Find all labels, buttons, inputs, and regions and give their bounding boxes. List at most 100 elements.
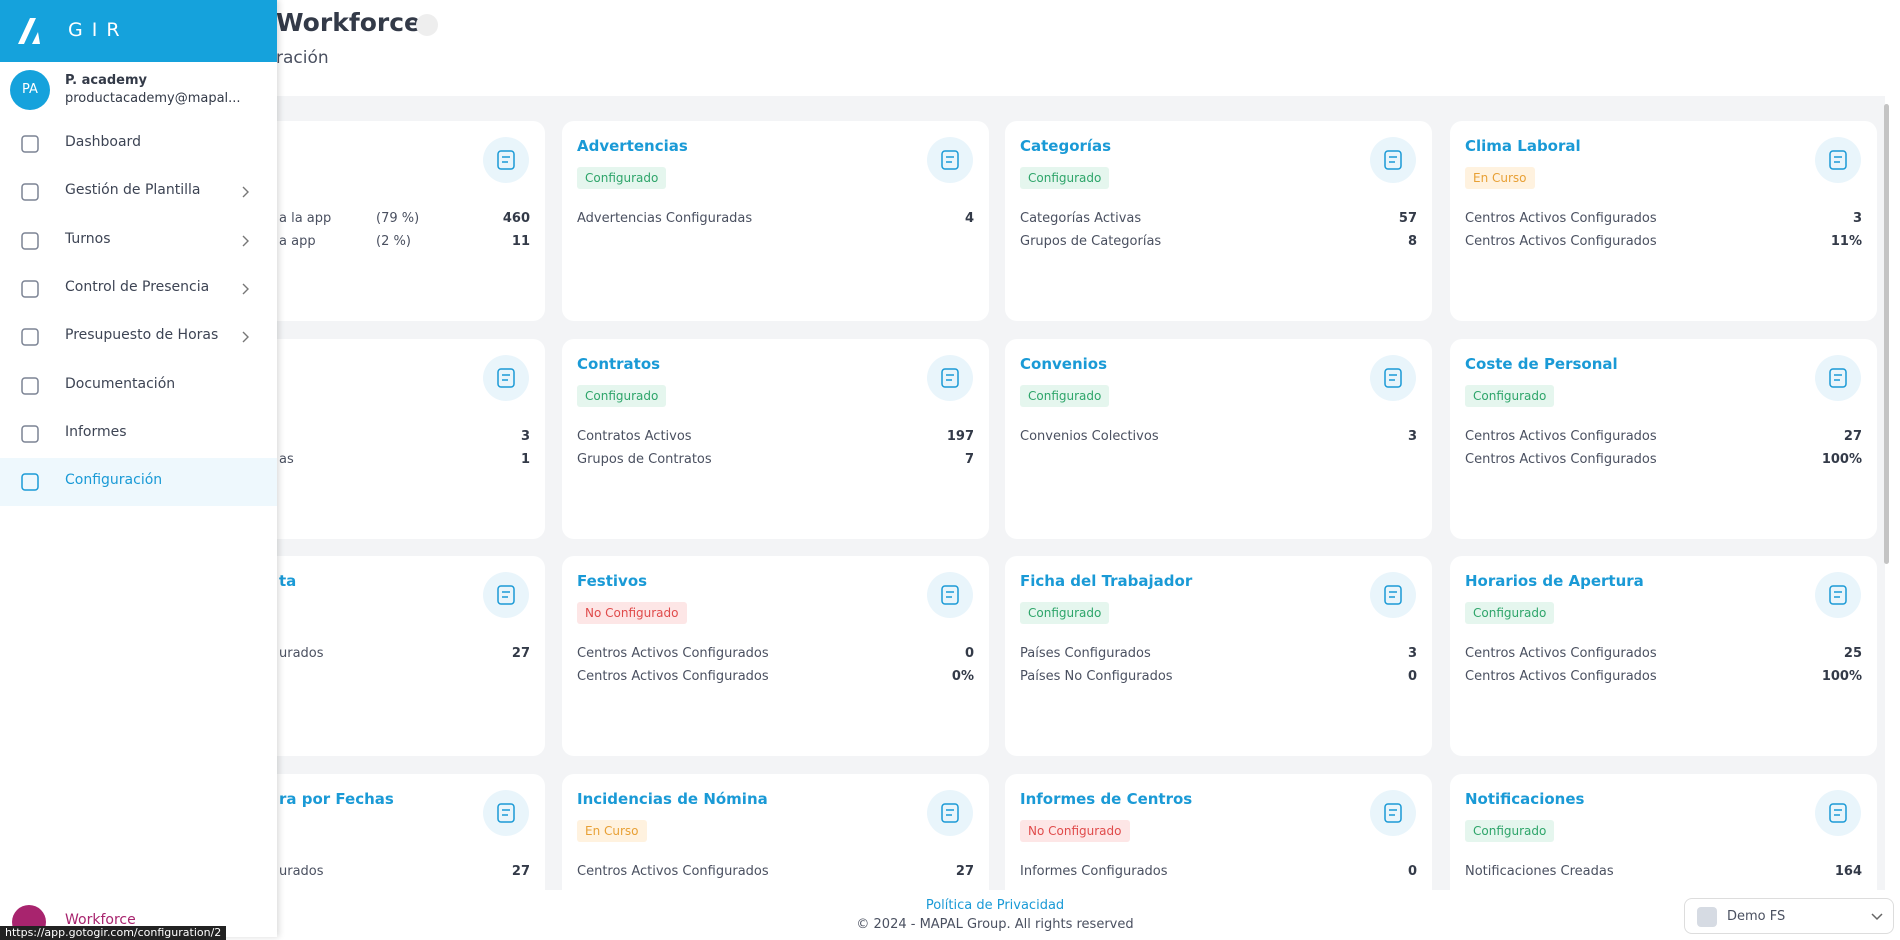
menu-item[interactable]: Informes (0, 410, 277, 458)
menu-item[interactable]: Turnos (0, 217, 277, 265)
card-icon (1815, 137, 1861, 183)
menu-item[interactable]: Gestión de Plantilla (0, 168, 277, 216)
card-title: Contratos (577, 355, 661, 373)
row-label: Centros Activos Configurados (1465, 211, 1657, 226)
card[interactable]: Incidencias de Nómina En Curso Centros Act… (562, 774, 989, 890)
card-row: Centros Activos Configurados 3 (1465, 211, 1862, 229)
status-badge: En Curso (577, 820, 647, 842)
row-label: urados (279, 646, 324, 661)
status-badge: Configurado (577, 385, 667, 407)
scrollbar[interactable] (1884, 104, 1889, 564)
card-row: Notificaciones Creadas 164 (1465, 864, 1862, 882)
logo (18, 18, 40, 44)
icon-glyph (941, 368, 959, 388)
status-badge: No Configurado (577, 602, 687, 624)
user-email: productacademy@mapal... (65, 91, 241, 106)
icon (21, 376, 39, 395)
icon (21, 231, 39, 250)
status-badge: Configurado (1020, 385, 1110, 407)
account-selector[interactable]: Demo FS (1684, 898, 1894, 934)
menu-item[interactable]: Control de Presencia (0, 265, 277, 313)
status-url: https://app.gotogir.com/configuration/2 (0, 926, 227, 940)
card-title: ra por Fechas (279, 790, 394, 808)
row-value: 100% (1821, 669, 1862, 684)
card-row: Grupos de Contratos 7 (577, 452, 974, 470)
card-row: Centros Activos Configurados 11% (1465, 234, 1862, 252)
card-icon (1370, 355, 1416, 401)
card[interactable]: Notificaciones Configurado Notificaciones … (1450, 774, 1877, 890)
card-row: Centros Activos Configurados 25 (1465, 646, 1862, 664)
card[interactable]: Festivos No Configurado Centros Activos Co… (562, 556, 989, 756)
card[interactable]: Coste de Personal Configurado Centros Acti… (1450, 339, 1877, 539)
icon-glyph (1829, 803, 1847, 823)
card[interactable]: Ficha del Trabajador Configurado Países Co… (1005, 556, 1432, 756)
chevron (1871, 913, 1883, 921)
status-badge: No Configurado (1020, 820, 1130, 842)
row-value: 25 (1843, 646, 1862, 661)
card[interactable]: Advertencias Configurado Advertencias Conf… (562, 121, 989, 321)
row-value: 3 (1407, 646, 1417, 661)
row-label: Centros Activos Configurados (1465, 646, 1657, 661)
icon (21, 280, 39, 298)
row-value: 57 (1398, 211, 1417, 226)
card-row: Categorías Activas 57 (1020, 211, 1417, 229)
row-value: 4 (964, 211, 974, 226)
card-row: urados 27 (133, 864, 530, 882)
main-area: a la app (79 %) 460 a app (2 %) 11 Advertencia… (0, 96, 1885, 890)
card-icon (483, 355, 529, 401)
menu-label: Dashboard (65, 134, 141, 150)
row-label: Centros Activos Configurados (577, 646, 769, 661)
card-icon (927, 790, 973, 836)
card[interactable]: Horarios de Apertura Configurado Centros A… (1450, 556, 1877, 756)
card-title: Informes de Centros (1020, 790, 1193, 808)
user-name: P. academy (65, 73, 147, 88)
row-label: Países No Configurados (1020, 669, 1173, 684)
status-badge: Configurado (1020, 602, 1110, 624)
menu-item[interactable]: Presupuesto de Horas (0, 313, 277, 361)
row-label: Centros Activos Configurados (577, 669, 769, 684)
expand-button[interactable] (416, 14, 438, 36)
icon-glyph (497, 150, 515, 170)
icon-glyph (1829, 368, 1847, 388)
submenu-arrow (242, 283, 249, 295)
app-name[interactable]: Workforce (65, 912, 136, 928)
icon (21, 425, 39, 443)
card-title: Advertencias (577, 137, 688, 155)
menu-item[interactable]: Configuración (0, 458, 277, 506)
icon-glyph (1384, 585, 1402, 605)
card-icon (1815, 572, 1861, 618)
card-row: as 1 (133, 452, 530, 470)
card-row: a app (2 %) 11 (133, 234, 530, 252)
row-percent: (2 %) (376, 234, 411, 249)
card-title: ta (279, 572, 297, 590)
card-row: 3 (133, 429, 530, 447)
card-row: Centros Activos Configurados 0 (577, 646, 974, 664)
submenu-arrow (242, 186, 249, 198)
menu-item[interactable]: Documentación (0, 362, 277, 410)
icon-glyph (1384, 803, 1402, 823)
row-label: Grupos de Contratos (577, 452, 712, 467)
row-value: 460 (502, 211, 530, 226)
card[interactable]: Categorías Configurado Categorías Activas 5… (1005, 121, 1432, 321)
card-row: urados 27 (133, 646, 530, 664)
card-row: Centros Activos Configurados 100% (1465, 669, 1862, 687)
card-title: Coste de Personal (1465, 355, 1618, 373)
card[interactable]: Clima Laboral En Curso Centros Activos Con… (1450, 121, 1877, 321)
menu-label: Gestión de Plantilla (65, 182, 201, 199)
menu-item[interactable]: Dashboard (0, 120, 277, 168)
status-badge: Configurado (577, 167, 667, 189)
row-value: 0 (964, 646, 974, 661)
card-title: Ficha del Trabajador (1020, 572, 1193, 590)
privacy-link[interactable]: Política de Privacidad (925, 898, 1065, 913)
selector-label: Demo FS (1727, 909, 1786, 924)
icon-glyph (497, 368, 515, 388)
card-row: Grupos de Categorías 8 (1020, 234, 1417, 252)
row-label: Centros Activos Configurados (1465, 669, 1657, 684)
card-row: Centros Activos Configurados 0% (577, 669, 974, 687)
card[interactable]: Convenios Configurado Convenios Colectivos… (1005, 339, 1432, 539)
card[interactable]: Informes de Centros No Configurado Informe… (1005, 774, 1432, 890)
icon-glyph (941, 150, 959, 170)
status-badge: Configurado (1465, 820, 1555, 842)
card[interactable]: Contratos Configurado Contratos Activos 197… (562, 339, 989, 539)
